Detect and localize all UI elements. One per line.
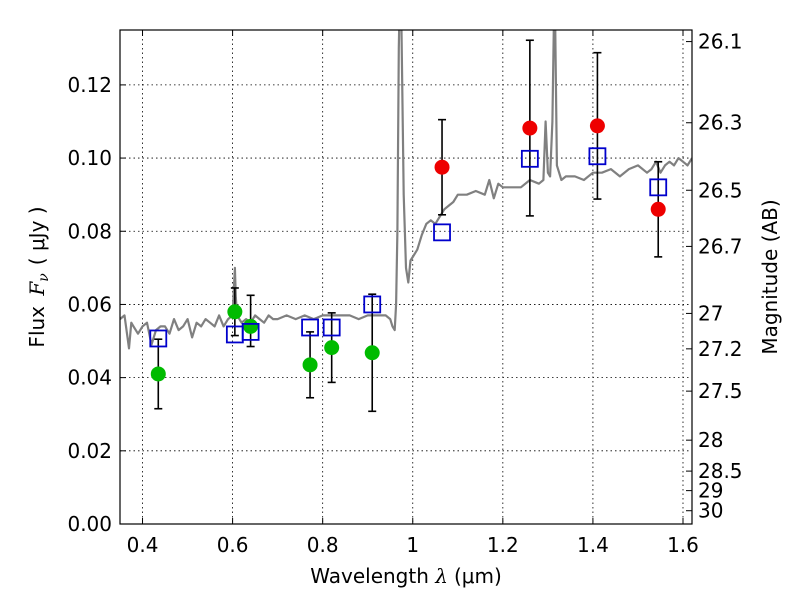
x-tick-label: 1.6 [667, 533, 699, 557]
data-point-circle [227, 304, 243, 320]
y2-tick-label: 30 [698, 499, 723, 523]
y2-tick-label: 26.7 [698, 234, 743, 258]
data-point-circle [650, 201, 666, 217]
data-point-circle [243, 318, 259, 334]
y2-tick-label: 27.5 [698, 379, 743, 403]
data-point-square [301, 318, 319, 337]
x-tick-label: 0.6 [217, 533, 249, 557]
x-tick-label: 1.2 [487, 533, 519, 557]
data-point-square [588, 147, 607, 166]
x-tick-label: 1 [406, 533, 419, 557]
y2-tick-label: 26.3 [698, 111, 743, 135]
y2-tick-label: 26.5 [698, 178, 743, 202]
data-point-square [149, 329, 168, 348]
y-tick-label: 0.06 [67, 292, 112, 316]
y-tick-label: 0.02 [67, 439, 112, 463]
data-point-square [520, 149, 539, 168]
axis-ticks: 0.4 0.6 0.8 1 1.2 1.4 1.6 0.00 0.02 0.04 0.06 0.08 0… [67, 30, 742, 557]
data-point-square [241, 322, 260, 341]
y-tick-label: 0.12 [67, 73, 112, 97]
y2-tick-label: 29 [698, 479, 723, 503]
data-point-circle [324, 340, 340, 356]
data-point-circle [150, 366, 166, 382]
data-point-square [433, 223, 451, 242]
data-point-circle [302, 357, 318, 373]
y-tick-label: 0.10 [67, 146, 112, 170]
x-tick-label: 0.8 [307, 533, 339, 557]
y2-tick-label: 28.5 [698, 459, 743, 483]
y2-tick-label: 27 [698, 301, 723, 325]
data-point-circle [364, 345, 380, 361]
y-tick-label: 0.04 [67, 366, 112, 390]
plot-frame [119, 29, 693, 525]
y-tick-label: 0.08 [67, 219, 112, 243]
data-point-square [322, 318, 341, 337]
x-tick-label: 1.4 [577, 533, 609, 557]
plot-clip-group [120, 30, 692, 413]
x-tick-label: 0.4 [127, 533, 159, 557]
y-tick-label: 0.00 [67, 512, 112, 536]
y2-axis-label: Magnitude (AB) [758, 199, 782, 354]
y2-tick-label: 28 [698, 428, 723, 452]
spectrum-line [120, 30, 692, 350]
y-axis-label: Flux Fν( μJy ) [25, 206, 52, 347]
plot-area [120, 30, 692, 413]
y2-tick-label: 26.1 [698, 30, 743, 54]
data-point-circle [522, 120, 538, 136]
data-point-circle [434, 159, 450, 175]
data-point-square [649, 178, 668, 197]
data-point-square [363, 295, 382, 314]
data-point-circle [589, 118, 605, 134]
x-axis-label: Wavelength λ (μm) [310, 564, 502, 588]
y2-tick-label: 27.2 [698, 337, 743, 361]
